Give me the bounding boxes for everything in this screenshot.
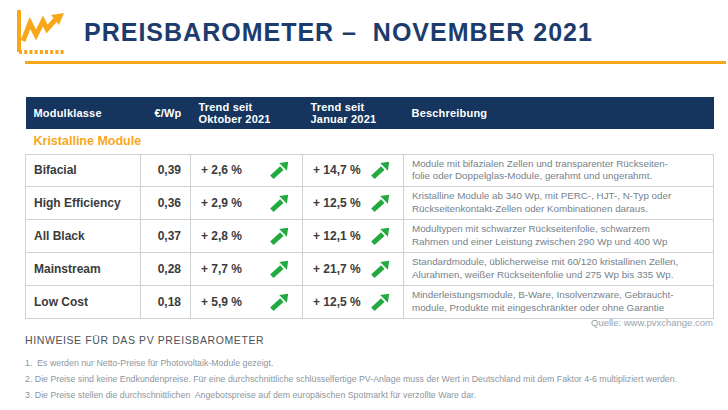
col-header-price: €/Wp	[141, 97, 191, 129]
price-table: Modulklasse €/Wp Trend seit Oktober 2021…	[25, 97, 713, 319]
trend-oct-value: + 5,9 %	[201, 295, 242, 309]
section-label: Kristalline Module	[26, 129, 714, 154]
trend-up-arrow-icon	[268, 226, 292, 246]
page-title: PREISBAROMETER – NOVEMBER 2021	[84, 18, 593, 47]
table-row: High Efficiency 0,36 + 2,9 % + 12,5 % Kr…	[26, 187, 714, 220]
module-class-cell: Low Cost	[26, 285, 141, 318]
trend-up-arrow-icon	[268, 292, 292, 312]
price-cell: 0,39	[141, 154, 191, 187]
trend-jan-value: + 12,1 %	[313, 229, 361, 243]
price-cell: 0,18	[141, 285, 191, 318]
trend-oct-value: + 2,9 %	[201, 196, 242, 210]
module-class-cell: Mainstream	[26, 253, 141, 286]
description-cell: Module mit bifazialen Zellen und transpa…	[404, 154, 714, 187]
description-cell: Kristalline Module ab 340 Wp, mit PERC-,…	[404, 187, 714, 220]
table-row: Mainstream 0,28 + 7,7 % + 21,7 % Standar…	[26, 253, 714, 286]
trend-up-arrow-icon	[369, 226, 393, 246]
module-class-cell: High Efficiency	[26, 187, 141, 220]
section-row: Kristalline Module	[26, 129, 714, 154]
source-credit: Quelle: www.pvxchange.com	[591, 317, 713, 328]
trend-up-arrow-icon	[369, 193, 393, 213]
price-cell: 0,28	[141, 253, 191, 286]
description-cell: Standardmodule, üblicherweise mit 60/120…	[404, 253, 714, 286]
col-header-modulklasse: Modulklasse	[26, 97, 141, 129]
col-header-trend-januar: Trend seit Januar 2021	[303, 97, 404, 129]
notes-list: 1. Es werden nur Netto-Preise für Photov…	[25, 355, 715, 403]
note-item: 3. Die Preise stellen die durchschnittli…	[25, 387, 715, 403]
trend-up-arrow-icon	[369, 259, 393, 279]
trend-jan-value: + 14,7 %	[313, 163, 361, 177]
trend-up-arrow-icon	[369, 292, 393, 312]
notes-heading: HINWEISE FÜR DAS PV PREISBAROMETER	[25, 334, 264, 346]
trend-jan-value: + 12,5 %	[313, 196, 361, 210]
table-header-row: Modulklasse €/Wp Trend seit Oktober 2021…	[26, 97, 714, 129]
description-cell: Minderleistungsmodule, B-Ware, Insolvenz…	[404, 285, 714, 318]
price-cell: 0,36	[141, 187, 191, 220]
accent-divider	[25, 61, 726, 64]
table-row: All Black 0,37 + 2,8 % + 12,1 % Modultyp…	[26, 220, 714, 253]
trend-oct-value: + 2,6 %	[201, 163, 242, 177]
page-header: PREISBAROMETER – NOVEMBER 2021	[12, 8, 593, 56]
trend-up-arrow-icon	[268, 259, 292, 279]
note-item: 1. Es werden nur Netto-Preise für Photov…	[25, 355, 715, 371]
trend-up-arrow-icon	[369, 160, 393, 180]
trend-chart-icon	[12, 8, 68, 56]
col-header-trend-oktober: Trend seit Oktober 2021	[191, 97, 303, 129]
note-item: 2. Die Preise sind keine Endkundenpreise…	[25, 371, 715, 387]
trend-oct-value: + 7,7 %	[201, 262, 242, 276]
module-class-cell: All Black	[26, 220, 141, 253]
trend-up-arrow-icon	[268, 160, 292, 180]
trend-oct-value: + 2,8 %	[201, 229, 242, 243]
module-class-cell: Bifacial	[26, 154, 141, 187]
trend-jan-value: + 21,7 %	[313, 262, 361, 276]
trend-jan-value: + 12,5 %	[313, 295, 361, 309]
description-cell: Modultypen mit schwarzer Rückseitenfolie…	[404, 220, 714, 253]
price-cell: 0,37	[141, 220, 191, 253]
table-row: Low Cost 0,18 + 5,9 % + 12,5 % Minderlei…	[26, 285, 714, 318]
col-header-beschreibung: Beschreibung	[404, 97, 714, 129]
trend-up-arrow-icon	[268, 193, 292, 213]
table-row: Bifacial 0,39 + 2,6 % + 14,7 % Module mi…	[26, 154, 714, 187]
